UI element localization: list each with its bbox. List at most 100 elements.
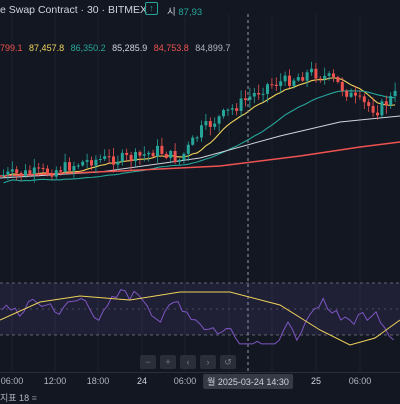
crosshair-time-label: 월 2025-03-24 14:30 xyxy=(203,374,293,389)
candle-body xyxy=(120,152,124,162)
ma-value-6: 84,899.7 xyxy=(195,43,231,53)
candle-body xyxy=(371,105,375,113)
candle-body xyxy=(208,121,212,127)
candle-body xyxy=(129,154,133,162)
candle-body xyxy=(151,152,155,157)
candle-body xyxy=(389,96,393,106)
candle-body xyxy=(98,159,102,161)
ma-value-4: 85,285.9 xyxy=(112,43,148,53)
candle-body xyxy=(142,154,146,156)
candle-body xyxy=(178,159,181,162)
candle-body xyxy=(266,84,269,94)
candle-body xyxy=(112,156,115,165)
ma-line-red xyxy=(0,141,400,177)
up-arrow-icon[interactable]: ↑ xyxy=(145,2,158,15)
candle-body xyxy=(2,174,5,176)
rsi-pane-label: 지표 18 ≡ xyxy=(0,391,37,404)
candle-body xyxy=(116,161,120,165)
candle-body xyxy=(235,108,239,111)
candle-body xyxy=(59,170,63,172)
candle-body xyxy=(376,112,379,116)
candle-body xyxy=(358,95,362,97)
candle-body xyxy=(28,170,32,174)
candle-body xyxy=(283,75,287,82)
candle-body xyxy=(156,145,159,157)
candle-body xyxy=(292,80,296,86)
candle-body xyxy=(85,160,89,162)
candle-body xyxy=(244,98,247,100)
candle-body xyxy=(384,101,388,106)
chart-grid xyxy=(11,14,361,372)
candle-body xyxy=(367,102,371,106)
candle-body xyxy=(81,161,85,166)
candle-body xyxy=(200,125,203,138)
candle-body xyxy=(24,170,27,176)
time-tick: 18:00 xyxy=(86,376,110,386)
rsi-label-text: 지표 18 xyxy=(0,393,30,403)
ma-line-teal xyxy=(3,90,396,184)
candle-body xyxy=(46,168,49,175)
candle-body xyxy=(340,81,344,91)
candle-body xyxy=(310,68,313,73)
candle-body xyxy=(76,165,80,167)
candle-body xyxy=(226,109,230,111)
candle-body xyxy=(362,96,366,103)
time-tick: 06:00 xyxy=(173,376,197,386)
candle-body xyxy=(90,160,93,166)
candle-body xyxy=(37,167,41,169)
scroll-left-icon[interactable]: ‹ xyxy=(180,355,196,369)
candle-body xyxy=(160,145,164,154)
candle-body xyxy=(301,77,305,81)
candle-body xyxy=(147,152,151,155)
candle-body xyxy=(107,156,111,158)
time-tick: 25 xyxy=(310,376,322,386)
candle-body xyxy=(274,84,278,87)
menu-icon[interactable]: ≡ xyxy=(31,393,37,403)
ma-value-2: 87,457.8 xyxy=(29,43,65,53)
ma-value-1: 799.1 xyxy=(0,43,23,53)
candlesticks xyxy=(2,61,397,183)
candle-body xyxy=(230,108,234,110)
rsi-line xyxy=(1,289,394,345)
candle-body xyxy=(279,81,283,87)
candle-body xyxy=(305,72,309,81)
candle-body xyxy=(63,162,67,172)
candle-body xyxy=(164,153,168,158)
candle-body xyxy=(68,162,71,171)
scroll-right-icon[interactable]: › xyxy=(200,355,216,369)
candle-body xyxy=(257,92,261,95)
time-axis[interactable]: 06:00 12:00 18:00 24 06:00 25 06:00 월 20… xyxy=(0,372,400,389)
ma-value-5: 84,753.8 xyxy=(153,43,189,53)
candle-body xyxy=(288,75,291,86)
open-prefix: 시 xyxy=(167,7,176,18)
moving-average-lines xyxy=(0,77,400,184)
candle-body xyxy=(318,78,322,80)
candle-body xyxy=(169,150,173,158)
time-tick: 12:00 xyxy=(43,376,67,386)
candle-body xyxy=(239,98,243,111)
plus-icon[interactable]: + xyxy=(160,355,176,369)
rsi-ma-line xyxy=(0,291,400,346)
candle-body xyxy=(323,75,327,80)
candle-body xyxy=(332,73,335,78)
candle-body xyxy=(6,171,10,175)
candle-body xyxy=(261,93,265,95)
candle-body xyxy=(222,109,225,117)
candle-body xyxy=(345,90,349,97)
ma-values-row: 799.1 87,457.8 86,350.2 85,285.9 84,753.… xyxy=(0,43,234,53)
ma-value-3: 86,350.2 xyxy=(70,43,106,53)
candle-body xyxy=(270,84,274,86)
candle-body xyxy=(138,152,142,156)
candle-body xyxy=(50,174,54,177)
chart-title: e Swap Contract · 30 · BITMEX xyxy=(0,4,148,16)
ma-line-white xyxy=(0,115,400,179)
reset-icon[interactable]: ↺ xyxy=(220,355,236,369)
candle-body xyxy=(19,173,23,176)
candle-body xyxy=(186,144,190,154)
ohlc-open: 시 87,93 xyxy=(167,4,202,18)
candle-body xyxy=(94,159,98,166)
minus-icon[interactable]: − xyxy=(140,355,156,369)
candle-body xyxy=(296,77,300,81)
time-tick: 06:00 xyxy=(0,376,24,386)
